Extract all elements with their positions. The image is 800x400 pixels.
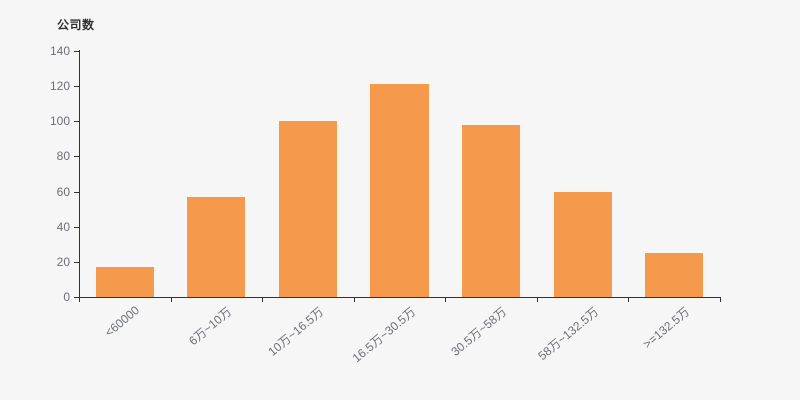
x-axis-tick: [445, 297, 446, 302]
x-axis-tick-label: 58万~132.5万: [534, 304, 601, 364]
bar[interactable]: [461, 124, 521, 297]
y-axis-tick-label: 80: [56, 149, 70, 164]
x-axis-tick: [79, 297, 80, 302]
bar[interactable]: [187, 196, 246, 297]
bar[interactable]: [278, 121, 337, 297]
y-axis-tick-label: 120: [49, 79, 70, 94]
x-axis-tick: [171, 297, 172, 302]
y-axis-tick-label: 140: [49, 44, 70, 58]
y-axis-tick: [74, 51, 79, 52]
y-axis-tick-label: 0: [63, 290, 70, 304]
x-axis-tick: [720, 297, 721, 302]
x-axis-tick-label: 6万~10万: [186, 304, 235, 349]
y-axis-tick: [74, 226, 79, 228]
x-axis-tick-label: >=132.5万: [640, 304, 693, 352]
y-axis-tick: [74, 261, 79, 263]
bar[interactable]: [95, 267, 154, 297]
plot-area: 0 20 40 60 80 100 120 140: [50, 44, 721, 304]
x-axis-tick: [354, 297, 355, 302]
y-axis-tick-label: 60: [56, 184, 70, 199]
bar[interactable]: [370, 84, 429, 297]
x-axis-tick: [262, 297, 263, 302]
y-axis-tick: [74, 191, 79, 193]
x-axis-tick-label: 10万~16.5万: [265, 304, 327, 359]
y-axis-tick-label: 20: [56, 254, 70, 269]
x-axis-tick: [537, 297, 538, 302]
bar[interactable]: [553, 191, 612, 297]
y-axis-tick-label: 40: [56, 219, 70, 234]
y-axis-tick-label: 100: [49, 114, 70, 129]
y-axis-tick: [74, 86, 79, 88]
x-axis-tick-label: 30.5万~58万: [448, 304, 510, 359]
y-axis-name: 公司数: [57, 18, 95, 32]
bar[interactable]: [645, 253, 704, 297]
x-axis-tick-label: <60000: [101, 303, 142, 340]
y-axis-tick: [74, 297, 79, 298]
x-axis-line: [79, 297, 720, 298]
y-axis-line: [79, 50, 80, 298]
y-axis-tick: [74, 156, 79, 158]
x-axis-tick: [628, 297, 629, 302]
x-axis-tick-label: 16.5万~30.5万: [349, 304, 418, 366]
y-axis-tick: [74, 121, 79, 123]
